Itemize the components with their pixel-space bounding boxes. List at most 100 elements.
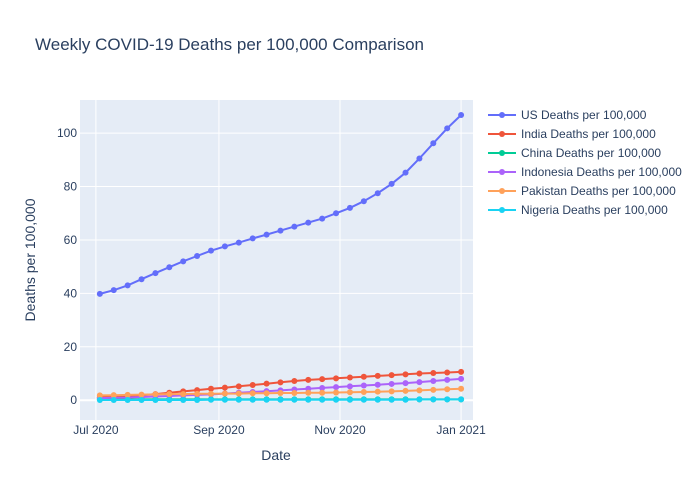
legend-item[interactable]: China Deaths per 100,000	[488, 146, 661, 160]
data-point	[180, 258, 187, 265]
data-point	[249, 396, 256, 403]
legend-swatch-marker	[499, 207, 505, 213]
data-point	[458, 111, 465, 118]
data-point	[402, 396, 409, 403]
legend-swatch-marker	[499, 188, 505, 194]
legend-swatch-marker	[499, 131, 505, 137]
data-point	[333, 396, 340, 403]
data-point	[416, 396, 423, 403]
data-point	[346, 396, 353, 403]
data-point	[249, 382, 256, 389]
data-point	[249, 235, 256, 242]
data-point	[263, 396, 270, 403]
data-point	[374, 388, 381, 395]
legend-label: Nigeria Deaths per 100,000	[521, 203, 668, 217]
data-point	[235, 390, 242, 397]
data-point	[444, 386, 451, 393]
data-point	[374, 190, 381, 197]
data-point	[138, 396, 145, 403]
data-point	[333, 389, 340, 396]
y-tick-label: 80	[64, 180, 78, 194]
data-point	[444, 125, 451, 132]
y-tick-label: 40	[64, 286, 78, 300]
y-tick-label: 20	[64, 340, 78, 354]
data-point	[430, 140, 437, 147]
data-point	[430, 386, 437, 393]
data-point	[360, 396, 367, 403]
data-point	[152, 396, 159, 403]
data-point	[333, 210, 340, 217]
legend-item[interactable]: Nigeria Deaths per 100,000	[488, 203, 668, 217]
data-point	[416, 155, 423, 162]
data-point	[402, 169, 409, 176]
x-tick-label: Nov 2020	[314, 423, 366, 437]
data-point	[96, 392, 103, 399]
series-0	[96, 111, 465, 297]
data-point	[291, 223, 298, 230]
legend-item[interactable]: India Deaths per 100,000	[488, 127, 656, 141]
data-point	[360, 373, 367, 380]
data-point	[319, 389, 326, 396]
y-tick-label: 60	[64, 233, 78, 247]
data-point	[333, 375, 340, 382]
data-point	[208, 396, 214, 403]
legend-item[interactable]: US Deaths per 100,000	[488, 108, 647, 122]
x-tick-label: Jan 2021	[436, 423, 486, 437]
data-point	[333, 384, 340, 391]
data-point	[416, 387, 423, 394]
data-point	[374, 396, 381, 403]
data-point	[319, 396, 326, 403]
data-point	[444, 376, 451, 383]
data-point	[138, 276, 145, 283]
data-point	[110, 392, 117, 399]
legend-item[interactable]: Pakistan Deaths per 100,000	[488, 184, 676, 198]
data-point	[305, 389, 312, 396]
series-4	[96, 385, 465, 399]
data-point	[374, 381, 381, 388]
legend-label: China Deaths per 100,000	[521, 146, 661, 160]
data-point	[208, 385, 214, 392]
legend-label: Pakistan Deaths per 100,000	[521, 184, 676, 198]
data-point	[388, 180, 395, 187]
legend-label: India Deaths per 100,000	[521, 127, 656, 141]
data-point	[402, 371, 409, 378]
data-point	[360, 198, 367, 205]
data-point	[166, 396, 173, 403]
data-point	[152, 270, 159, 277]
data-point	[124, 396, 131, 403]
legend[interactable]: US Deaths per 100,000 India Deaths per 10…	[488, 108, 682, 217]
y-axis-ticks: 0 20 40 60 80 100	[57, 126, 77, 407]
data-point	[221, 390, 228, 397]
data-point	[360, 388, 367, 395]
legend-item[interactable]: Indonesia Deaths per 100,000	[488, 165, 682, 179]
data-point	[208, 390, 214, 397]
data-point	[305, 376, 312, 383]
data-point	[291, 396, 298, 403]
data-point	[194, 390, 201, 397]
series-group	[96, 111, 465, 403]
data-point	[402, 387, 409, 394]
plot-area	[80, 100, 473, 420]
data-point	[277, 227, 284, 234]
data-point	[96, 290, 103, 297]
data-point	[96, 396, 103, 403]
data-point	[416, 370, 423, 377]
data-point	[194, 396, 201, 403]
data-point	[444, 369, 451, 376]
data-point	[235, 239, 242, 246]
data-point	[319, 376, 326, 383]
data-point	[277, 390, 284, 397]
legend-swatch-marker	[499, 112, 505, 118]
data-point	[305, 219, 312, 226]
data-point	[249, 390, 256, 397]
data-point	[221, 384, 228, 391]
x-axis-ticks: Jul 2020 Sep 2020 Nov 2020 Jan 2021	[73, 423, 486, 437]
data-point	[346, 374, 353, 381]
y-tick-label: 100	[57, 126, 77, 140]
data-point	[291, 378, 298, 385]
x-tick-label: Sep 2020	[193, 423, 245, 437]
legend-swatch-marker	[499, 150, 505, 156]
data-point	[346, 204, 353, 211]
data-point	[138, 391, 145, 398]
data-point	[430, 396, 437, 403]
